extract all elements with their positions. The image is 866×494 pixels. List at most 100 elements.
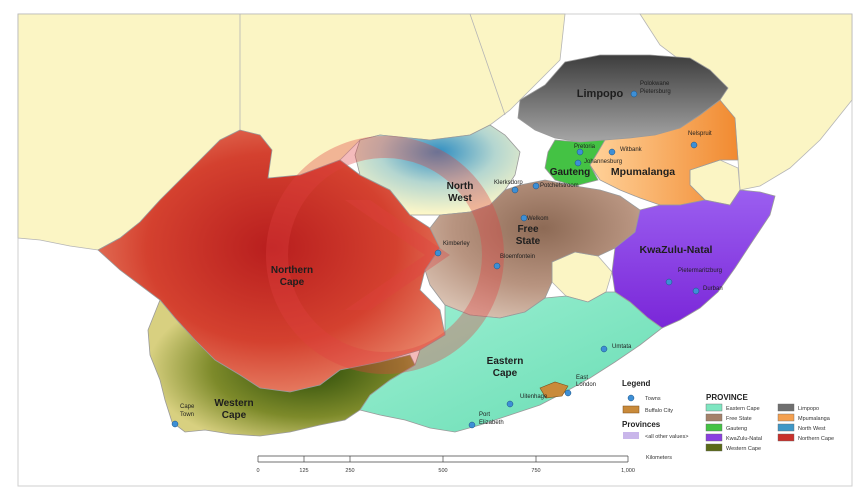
town-icon[interactable]: [171, 420, 179, 428]
town-icon[interactable]: [600, 345, 608, 353]
towns-icon: [627, 394, 635, 402]
label-kwazulu-natal: KwaZulu-Natal: [640, 244, 713, 256]
town-east-london-2: London: [576, 382, 596, 388]
province-kwazulu-natal[interactable]: [611, 189, 776, 329]
legend-swatch: [623, 432, 639, 439]
legend-swatch: [705, 413, 723, 422]
town-icon[interactable]: [692, 287, 700, 295]
town-icon[interactable]: [608, 148, 616, 156]
town-icon[interactable]: [564, 389, 572, 397]
scale-tick-label: 750: [531, 468, 540, 474]
legend-provinces-title: Provinces: [622, 420, 661, 429]
town-welkom: Welkom: [527, 216, 549, 222]
buffalo-city-area: [539, 381, 569, 399]
town-icon[interactable]: [434, 249, 442, 257]
town-labels: Polokwane Pietersburg Pretoria Witbank J…: [180, 81, 723, 426]
town-polokwane-1: Polokwane: [640, 81, 670, 87]
province-mpumalanga[interactable]: [589, 99, 739, 206]
town-klerksdorp: Klerksdorp: [494, 180, 523, 186]
legend-item-label: Gauteng: [726, 426, 747, 432]
town-witbank: Witbank: [620, 147, 643, 153]
scale-bar: 0 125 250 500 750 1,000 Kilometers: [256, 455, 672, 474]
legend-swatch: [777, 423, 795, 432]
town-polokwane-2: Pietersburg: [640, 89, 671, 95]
legend-item-label: Western Cape: [726, 446, 761, 452]
province-legend: Eastern Cape Limpopo Free State Mpumalanga G…: [705, 403, 834, 452]
legend-item-label: Limpopo: [798, 406, 819, 412]
town-kimberley: Kimberley: [443, 241, 470, 247]
town-umtata: Umtata: [612, 344, 632, 350]
legend-item-label: Northern Cape: [798, 436, 834, 442]
label-western-cape-2: Cape: [222, 410, 247, 421]
town-icon[interactable]: [468, 421, 476, 429]
legend-item-label: North West: [798, 426, 826, 432]
town-east-london-1: East: [576, 375, 588, 381]
label-north-west-1: North: [447, 181, 474, 192]
legend-towns: Towns: [645, 396, 661, 402]
legend-buffalo-city: Buffalo City: [645, 408, 673, 414]
town-pretoria: Pretoria: [574, 144, 596, 150]
town-cape-town-1: Cape: [180, 404, 195, 410]
label-eastern-cape-1: Eastern: [487, 356, 524, 367]
town-icon[interactable]: [493, 262, 501, 270]
neighboring-countries: [17, 13, 853, 303]
legend-swatch: [777, 433, 795, 442]
label-north-west-2: West: [448, 193, 472, 204]
legend-swatch: [777, 413, 795, 422]
scale-tick-label: 125: [299, 468, 308, 474]
town-markers: [171, 90, 700, 429]
scale-tick-label: 1,000: [621, 468, 635, 474]
label-northern-cape-2: Cape: [280, 277, 305, 288]
town-bloemfontein: Bloemfontein: [500, 254, 535, 260]
scale-tick-label: 250: [345, 468, 354, 474]
town-port-elizabeth-1: Port: [479, 412, 490, 418]
label-free-state-2: State: [516, 236, 541, 247]
legend-all-other: <all other values>: [645, 434, 688, 440]
town-port-elizabeth-2: Elizabeth: [479, 420, 504, 426]
legend-swatch: [622, 405, 640, 414]
legend-title: Legend: [622, 379, 651, 388]
town-cape-town-2: Town: [180, 412, 194, 418]
town-uitenhage: Uitenhage: [520, 394, 548, 400]
legend-item-label: Mpumalanga: [798, 416, 831, 422]
legend-swatch: [705, 423, 723, 432]
scale-tick-label: 500: [438, 468, 447, 474]
town-icon[interactable]: [630, 90, 638, 98]
legend-swatch: [705, 443, 723, 452]
label-western-cape-1: Western: [214, 398, 253, 409]
legend-swatch: [705, 403, 723, 412]
legend-swatch: [777, 403, 795, 412]
legend-item-label: Eastern Cape: [726, 406, 760, 412]
label-eastern-cape-2: Cape: [493, 368, 518, 379]
town-icon[interactable]: [574, 159, 582, 167]
scale-unit: Kilometers: [646, 455, 672, 461]
legend-item-label: Free State: [726, 416, 752, 422]
town-icon[interactable]: [520, 214, 528, 222]
legend-swatch: [705, 433, 723, 442]
legend-province-title: PROVINCE: [706, 393, 748, 402]
legend: Legend Towns Buffalo City Provinces <all…: [622, 379, 834, 452]
province-free-state[interactable]: [424, 179, 641, 319]
town-pietermaritzburg: Pietermaritzburg: [678, 268, 722, 274]
town-nelspruit: Nelspruit: [688, 131, 712, 137]
label-limpopo: Limpopo: [577, 88, 624, 100]
label-gauteng: Gauteng: [550, 167, 591, 178]
town-icon[interactable]: [665, 278, 673, 286]
watermark-logo: [266, 136, 504, 374]
town-johannesburg: Johannesburg: [584, 159, 622, 165]
town-icon[interactable]: [506, 400, 514, 408]
town-icon[interactable]: [532, 182, 540, 190]
scale-tick-label: 0: [256, 468, 259, 474]
label-northern-cape-1: Northern: [271, 265, 313, 276]
legend-item-label: KwaZulu-Natal: [726, 436, 762, 442]
province-western-cape[interactable]: [147, 299, 416, 437]
label-free-state-1: Free: [517, 224, 539, 235]
town-icon[interactable]: [511, 186, 519, 194]
town-potchefstroom: Potchefstroom: [540, 183, 579, 189]
label-mpumalanga: Mpumalanga: [611, 166, 675, 178]
town-durban: Durban: [703, 286, 723, 292]
town-icon[interactable]: [576, 148, 584, 156]
town-icon[interactable]: [690, 141, 698, 149]
